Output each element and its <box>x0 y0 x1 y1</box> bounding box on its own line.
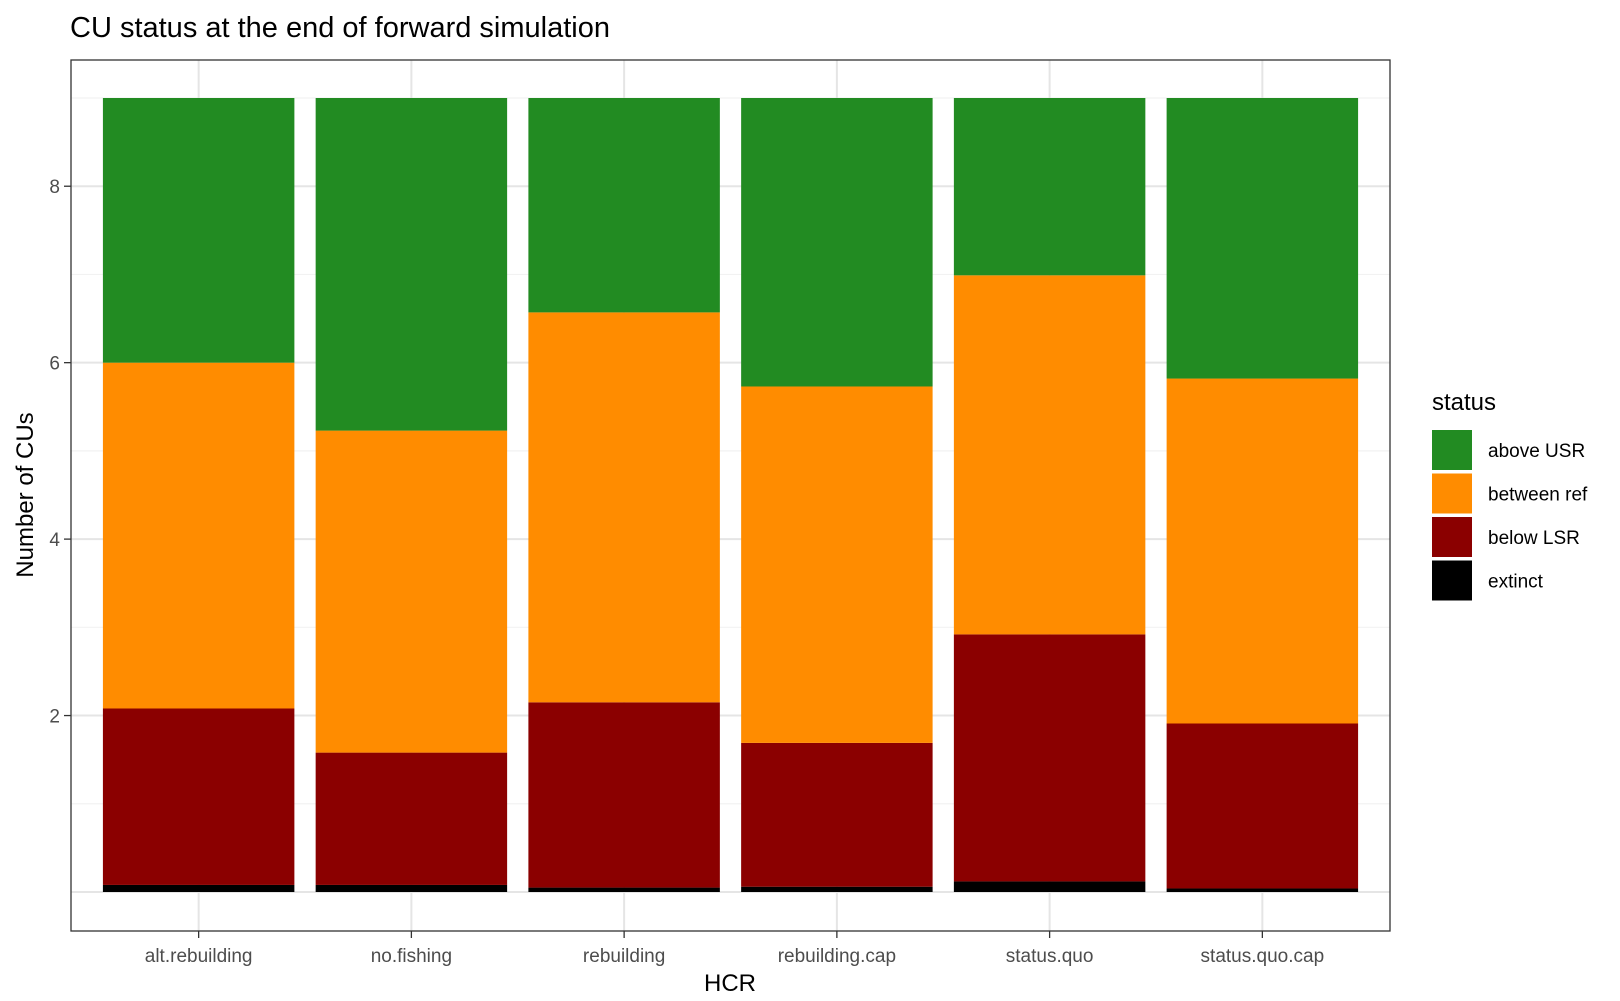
x-axis: alt.rebuilding no.fishing rebuilding rebuil… <box>145 931 1324 967</box>
legend: status above USR between ref below LSR exti… <box>1432 389 1588 601</box>
bar-segment-below-lsr <box>741 742 933 887</box>
y-tick-label: 2 <box>49 707 60 728</box>
bar-segment-extinct <box>741 886 933 892</box>
legend-label: extinct <box>1488 572 1544 593</box>
bar-segment-extinct <box>1166 888 1359 892</box>
legend-key-between-ref <box>1432 473 1472 514</box>
y-axis-label: Number of CUs <box>12 412 39 577</box>
bar-segment-between-ref <box>1166 378 1359 724</box>
bar-segment-below-lsr <box>315 752 508 885</box>
bar-segment-between-ref <box>741 386 933 743</box>
legend-label: above USR <box>1488 441 1585 462</box>
legend-label: between ref <box>1488 485 1588 506</box>
y-axis: 2 4 6 8 <box>49 177 71 728</box>
bar-segment-below-lsr <box>528 702 720 888</box>
bar-segment-below-lsr <box>953 634 1146 882</box>
bar-segment-below-lsr <box>1166 723 1359 889</box>
legend-key-above-usr <box>1432 430 1472 470</box>
y-tick-label: 4 <box>49 530 60 551</box>
legend-title: status <box>1432 389 1496 416</box>
bar-segment-between-ref <box>315 430 508 753</box>
x-tick-label: rebuilding.cap <box>778 946 896 967</box>
y-tick-label: 6 <box>49 354 60 375</box>
bar-segment-extinct <box>102 884 295 892</box>
x-tick-label: status.quo.cap <box>1201 946 1325 967</box>
bar-segment-between-ref <box>528 312 720 703</box>
bar-segment-extinct <box>953 881 1146 892</box>
bar-segment-above-usr <box>528 98 720 313</box>
bar-segment-above-usr <box>1166 98 1359 379</box>
bar-segment-above-usr <box>741 98 933 387</box>
legend-key-extinct <box>1432 560 1472 601</box>
bar-segment-extinct <box>315 884 508 892</box>
legend-key-below-lsr <box>1432 517 1472 557</box>
bar-segment-between-ref <box>102 362 295 709</box>
chart-title: CU status at the end of forward simulati… <box>70 12 610 44</box>
legend-label: below LSR <box>1488 528 1580 549</box>
bar-segment-above-usr <box>315 98 508 431</box>
x-axis-label: HCR <box>704 970 756 997</box>
bar-segment-above-usr <box>102 98 295 363</box>
y-tick-label: 8 <box>49 177 60 198</box>
bar-segment-between-ref <box>953 275 1146 635</box>
bar-segment-above-usr <box>953 98 1146 276</box>
plot-panel-border <box>70 59 1391 932</box>
x-tick-label: rebuilding <box>583 946 665 967</box>
x-tick-label: no.fishing <box>371 946 452 967</box>
x-tick-label: status.quo <box>1006 946 1094 967</box>
bar-segment-below-lsr <box>102 708 295 885</box>
bar-segment-extinct <box>528 887 720 892</box>
x-tick-label: alt.rebuilding <box>145 946 253 967</box>
bars <box>102 98 1359 892</box>
